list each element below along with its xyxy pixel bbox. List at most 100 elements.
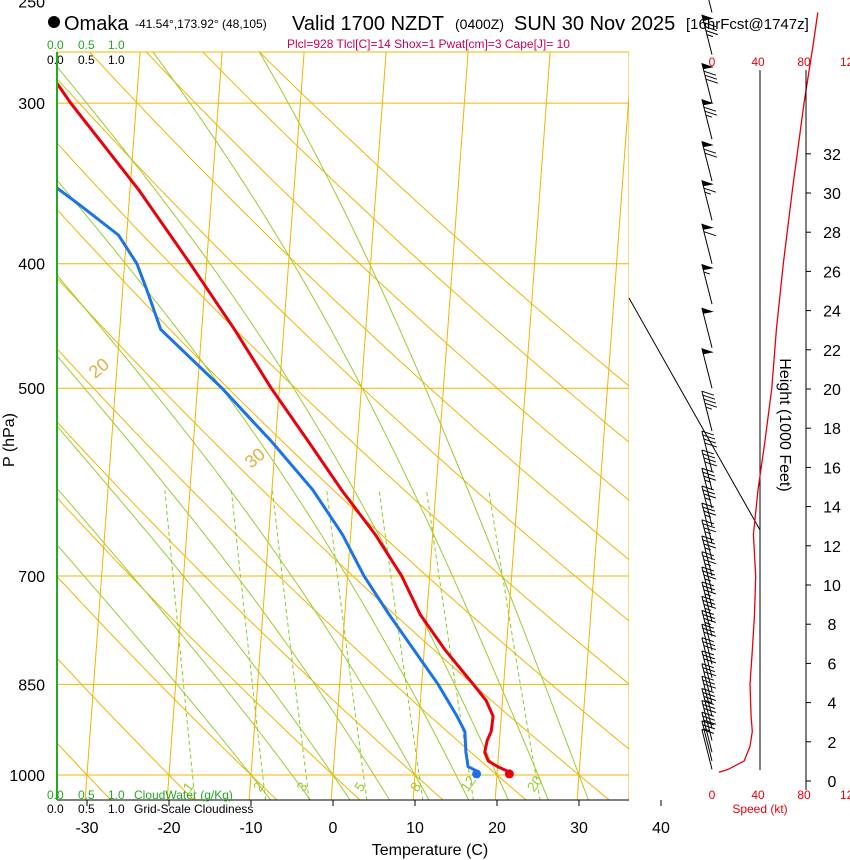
cloud-scale-bottom: 0.0 0.5 1.0 CloudWater (g/Kg) 0.0 0.5 1.… (47, 788, 253, 816)
wind-barb-half-feather (704, 607, 712, 611)
wind-barb-staff (701, 180, 713, 221)
temperature-tick-label: 40 (652, 820, 670, 837)
cloudwater-tick-bottom: 1.0 (108, 788, 125, 802)
wind-barb-flag (701, 180, 714, 187)
wind-barb-staff (701, 519, 713, 560)
wind-barb-staff (701, 688, 713, 729)
pressure-tick-label: 500 (18, 381, 45, 398)
cloudwater-tick-top: 0.0 (47, 38, 64, 52)
speed-profile-line (718, 12, 819, 773)
wind-barb-feather (702, 394, 716, 400)
height-tick-label: 14 (823, 500, 841, 517)
dry-adiabat (258, 52, 629, 387)
wind-column-envelope (628, 297, 761, 770)
wind-barb-feather (703, 510, 717, 516)
wind-barb-feather (701, 637, 715, 643)
wind-barb-feather (701, 650, 715, 656)
wind-barb-feather (701, 485, 715, 491)
wind-barb-feather (703, 574, 717, 580)
mixing-ratio-line (488, 489, 541, 800)
mixing-ratio-line (271, 489, 310, 800)
wind-barb-half-feather (704, 578, 712, 582)
wind-barb-half-feather (704, 497, 712, 501)
wind-barb-staff (701, 700, 713, 741)
wind-barb-feather (703, 106, 717, 112)
wind-barb-feather (704, 152, 718, 158)
forecast-date: SUN 30 Nov 2025 (514, 13, 675, 35)
wind-barb-half-feather (704, 699, 712, 703)
dry-adiabat (57, 421, 444, 800)
temperature-tick-label: 30 (570, 820, 588, 837)
wind-barb-feather (704, 74, 718, 80)
wind-barbs (701, 0, 719, 770)
height-tick-label: 6 (828, 656, 837, 673)
speed-tick-top: 80 (797, 55, 811, 69)
cloudwater-tick-top: 0.5 (78, 38, 95, 52)
wind-barb-staff (701, 63, 713, 104)
wind-barb-feather (703, 589, 717, 595)
pressure-tick-label: 700 (18, 569, 45, 586)
pressure-axis-label: P (hPa) (1, 413, 18, 467)
wind-barb-half-feather (704, 622, 712, 625)
wind-barb-feather (703, 543, 717, 549)
cloudiness-tick-bottom: 1.0 (108, 802, 125, 816)
wind-barb-half-feather (704, 531, 712, 535)
wind-barb-feather (701, 623, 715, 629)
dry-adiabat (57, 497, 361, 800)
mixing-ratio-line (378, 489, 424, 800)
height-tick-label: 28 (823, 225, 841, 242)
height-tick-label: 16 (823, 460, 841, 477)
wind-barb-feather (703, 645, 717, 651)
temperature-line (57, 80, 511, 774)
speed-tick-bottom: 80 (797, 788, 811, 802)
wind-barb-feather (701, 663, 715, 669)
isotherm-line (494, 52, 551, 800)
wind-barb-feather (703, 671, 717, 677)
valid-time: Valid 1700 NZDT (292, 13, 444, 35)
isobars-layer (57, 52, 629, 800)
cloudiness-tick-bottom: 0.5 (78, 802, 95, 816)
speed-tick-top: 0 (709, 55, 716, 69)
speed-tick-bottom: 12 (840, 788, 850, 802)
isotherm-line (330, 52, 387, 800)
wind-barb-feather (704, 26, 718, 32)
wind-barb-half-feather (703, 728, 711, 732)
wind-barb-feather (701, 675, 715, 681)
wind-barb-feather (702, 539, 716, 545)
wind-barb-staff (701, 663, 713, 704)
chart-header: Omaka -41.54°,173.92° (48,105) Valid 170… (48, 13, 809, 51)
wind-barb-feather (702, 471, 716, 477)
mixing-ratio-line (230, 489, 267, 800)
wind-barb-flag (701, 14, 714, 21)
wind-barb-feather (703, 457, 717, 463)
wind-barb-feather (703, 683, 717, 689)
wind-barb-flag (701, 141, 714, 148)
wind-barb-feather (701, 519, 715, 525)
wind-barb-half-feather (703, 271, 711, 275)
dry-adiabat (57, 78, 629, 622)
dry-adiabat (202, 52, 629, 443)
wind-barb-staff (701, 729, 713, 770)
moist-adiabat (57, 355, 391, 800)
wind-barb-feather (703, 707, 717, 713)
wind-barb-feather (702, 523, 716, 529)
wind-barb-feather (703, 618, 717, 623)
height-tick-label: 22 (823, 343, 841, 360)
wind-barb-feather (705, 78, 719, 84)
wind-barb-feather (702, 434, 716, 440)
wind-barb-flag (701, 99, 714, 106)
wind-barb-flag (701, 223, 714, 230)
mixing-ratio-line (164, 489, 196, 800)
temperature-axis: -30 -20 -10 0 10 20 30 40 (75, 800, 670, 837)
pressure-tick-label: 300 (18, 96, 45, 113)
wind-barb-half-feather (705, 406, 713, 410)
wind-barb-feather (703, 695, 717, 701)
cloudiness-tick-top: 0.0 (47, 53, 64, 67)
wind-barb-feather (701, 687, 715, 693)
dry-adiabat (145, 52, 629, 501)
height-tick-label: 20 (823, 382, 841, 399)
temperature-axis-label: Temperature (C) (372, 842, 488, 859)
wind-barb-feather (703, 527, 717, 533)
contour-labels-layer: 100-10-20-300102030 (85, 354, 269, 472)
